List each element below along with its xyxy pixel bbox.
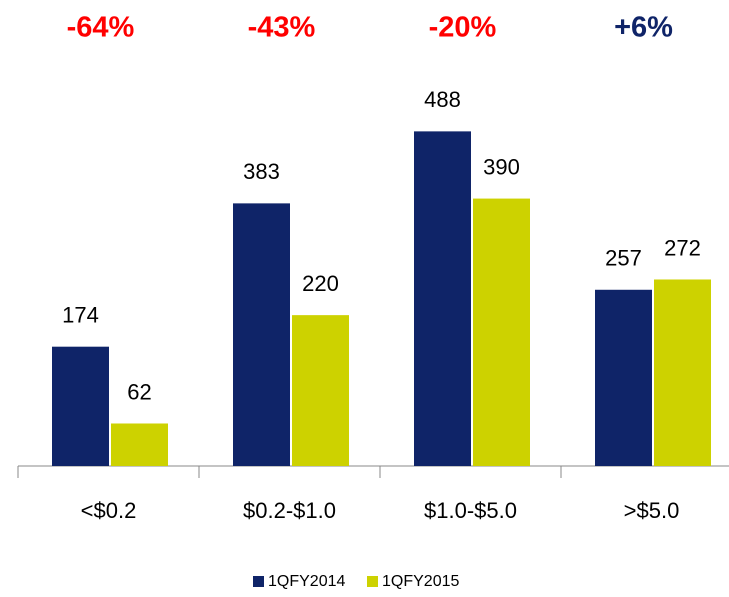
data-label: 62 — [127, 379, 151, 404]
legend-swatch — [253, 576, 264, 587]
data-label: 272 — [664, 235, 701, 260]
bar — [233, 203, 290, 466]
data-label: 220 — [302, 271, 339, 296]
data-label: 257 — [605, 246, 642, 271]
bar — [414, 131, 471, 466]
change-annotation: -64% — [67, 12, 135, 44]
data-label: 390 — [483, 154, 520, 179]
change-annotation: -43% — [248, 12, 316, 44]
bar — [595, 289, 652, 466]
change-annotation: +6% — [614, 12, 673, 44]
legend-swatch — [367, 576, 378, 587]
bar — [473, 198, 530, 467]
data-label: 174 — [62, 302, 99, 327]
legend-label: 1QFY2014 — [268, 573, 345, 590]
bar — [292, 315, 349, 466]
x-tick-label: $1.0-$5.0 — [424, 498, 517, 523]
x-tick-label: <$0.2 — [81, 498, 137, 523]
data-label: 383 — [243, 159, 280, 184]
data-label: 488 — [424, 87, 461, 112]
bar — [654, 279, 711, 466]
change-annotation: -20% — [429, 12, 497, 44]
x-tick-label: >$5.0 — [624, 498, 680, 523]
bar — [111, 423, 168, 466]
x-tick-label: $0.2-$1.0 — [243, 498, 336, 523]
bar — [52, 346, 109, 466]
legend-label: 1QFY2015 — [382, 573, 459, 590]
